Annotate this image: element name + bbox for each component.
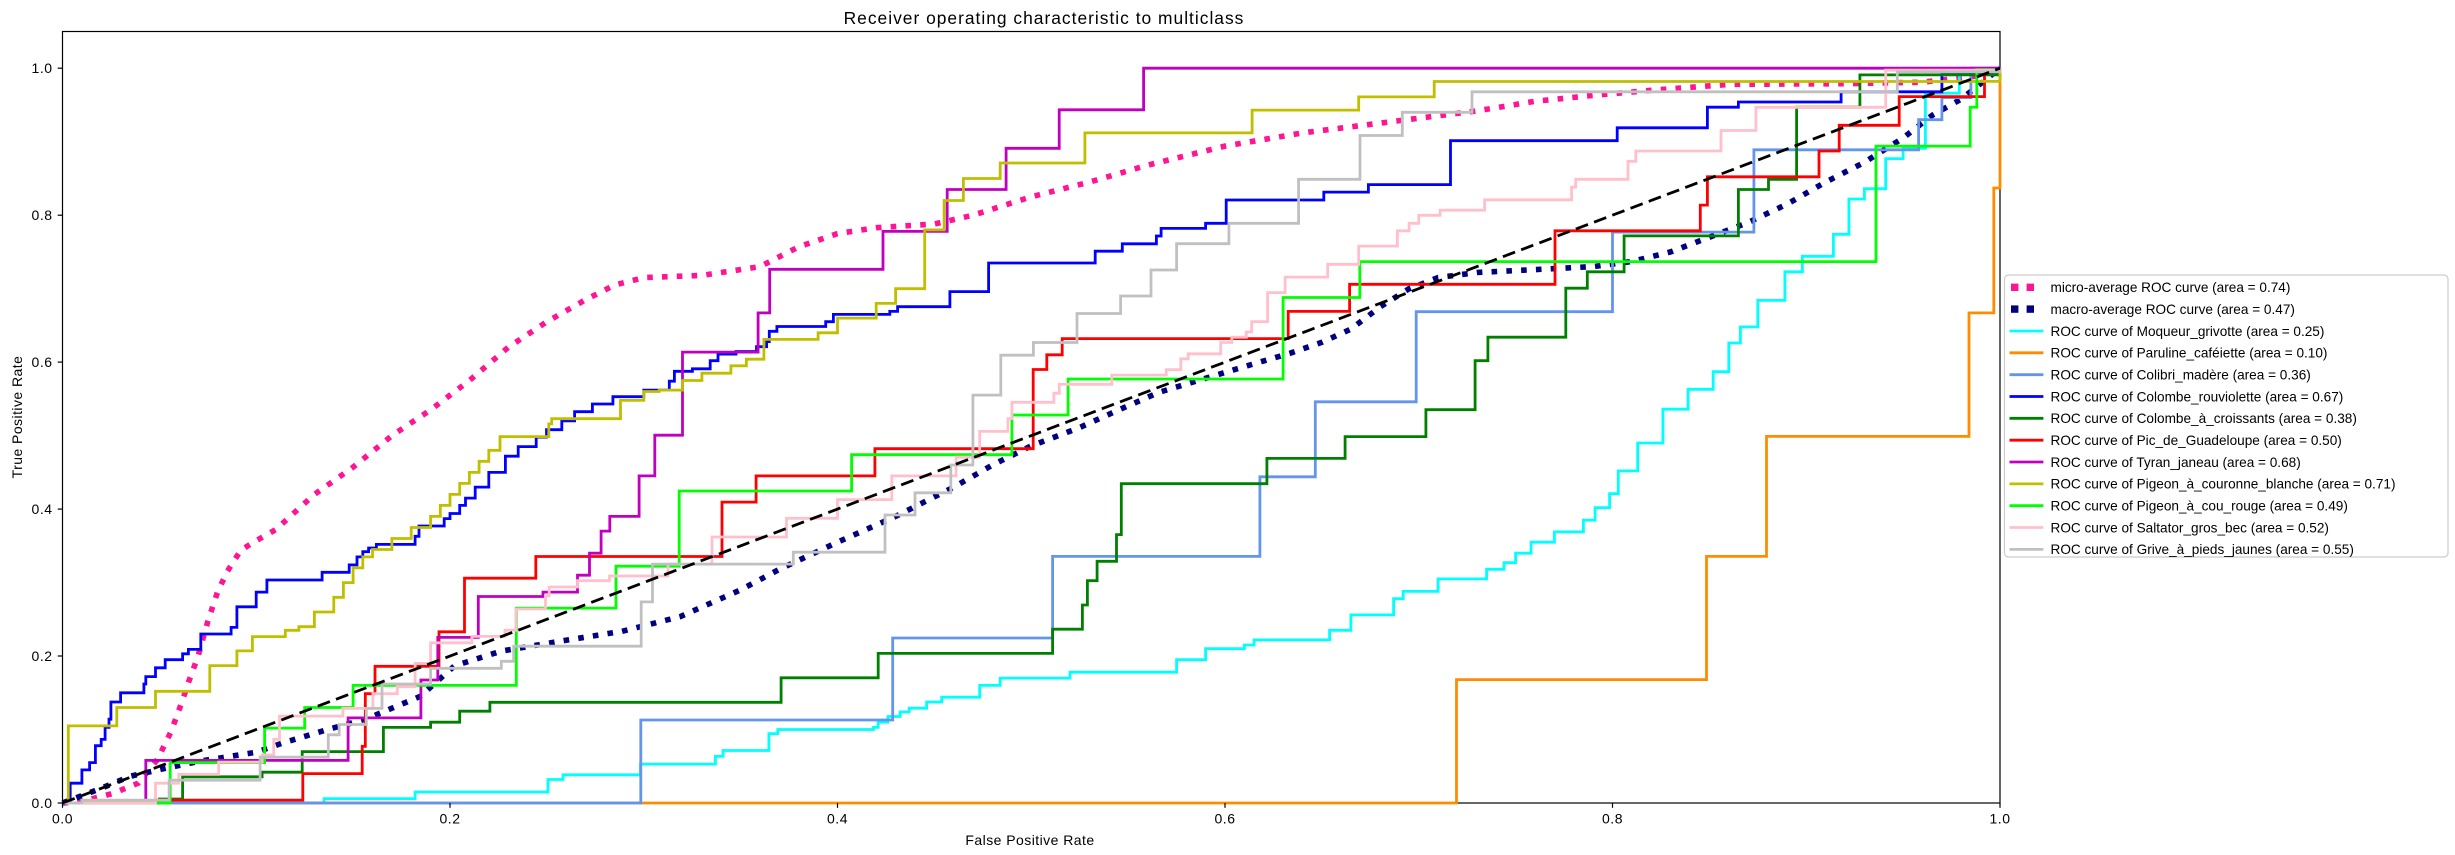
svg-text:0.2: 0.2: [440, 811, 461, 827]
svg-text:Receiver operating characteris: Receiver operating characteristic to mul…: [844, 8, 1245, 28]
svg-text:0.8: 0.8: [32, 207, 53, 223]
svg-text:ROC curve of Pigeon_à_couronne: ROC curve of Pigeon_à_couronne_blanche (…: [2051, 477, 2396, 492]
svg-text:ROC curve of Colibri_madère (a: ROC curve of Colibri_madère (area = 0.36…: [2051, 368, 2311, 383]
svg-text:0.6: 0.6: [32, 354, 53, 370]
svg-text:ROC curve of Paruline_caféiett: ROC curve of Paruline_caféiette (area = …: [2051, 346, 2328, 361]
svg-text:1.0: 1.0: [1990, 811, 2011, 827]
svg-text:0.0: 0.0: [52, 811, 73, 827]
svg-text:ROC curve of Moqueur_grivotte: ROC curve of Moqueur_grivotte (area = 0.…: [2051, 324, 2325, 339]
svg-text:True Positive Rate: True Positive Rate: [9, 356, 25, 479]
svg-text:ROC curve of Colombe_rouviolet: ROC curve of Colombe_rouviolette (area =…: [2051, 389, 2344, 404]
svg-text:ROC curve of Grive_à_pieds_jau: ROC curve of Grive_à_pieds_jaunes (area …: [2051, 542, 2354, 557]
svg-text:0.4: 0.4: [827, 811, 848, 827]
svg-text:ROC curve of Tyran_janeau (are: ROC curve of Tyran_janeau (area = 0.68): [2051, 455, 2301, 470]
svg-text:0.0: 0.0: [32, 795, 53, 811]
svg-text:ROC curve of Pic_de_Guadeloupe: ROC curve of Pic_de_Guadeloupe (area = 0…: [2051, 433, 2342, 448]
svg-text:ROC curve of Pigeon_à_cou_roug: ROC curve of Pigeon_à_cou_rouge (area = …: [2051, 499, 2348, 514]
svg-text:0.4: 0.4: [32, 501, 53, 517]
svg-text:ROC curve of Colombe_à_croissa: ROC curve of Colombe_à_croissants (area …: [2051, 411, 2357, 426]
svg-text:False Positive Rate: False Positive Rate: [965, 832, 1094, 848]
svg-text:0.8: 0.8: [1602, 811, 1623, 827]
svg-text:1.0: 1.0: [32, 60, 53, 76]
svg-text:0.2: 0.2: [32, 648, 53, 664]
svg-text:0.6: 0.6: [1215, 811, 1236, 827]
svg-text:micro-average ROC curve (area: micro-average ROC curve (area = 0.74): [2051, 280, 2291, 295]
svg-text:ROC curve of Saltator_gros_bec: ROC curve of Saltator_gros_bec (area = 0…: [2051, 520, 2329, 535]
svg-text:macro-average ROC curve (area: macro-average ROC curve (area = 0.47): [2051, 302, 2295, 317]
